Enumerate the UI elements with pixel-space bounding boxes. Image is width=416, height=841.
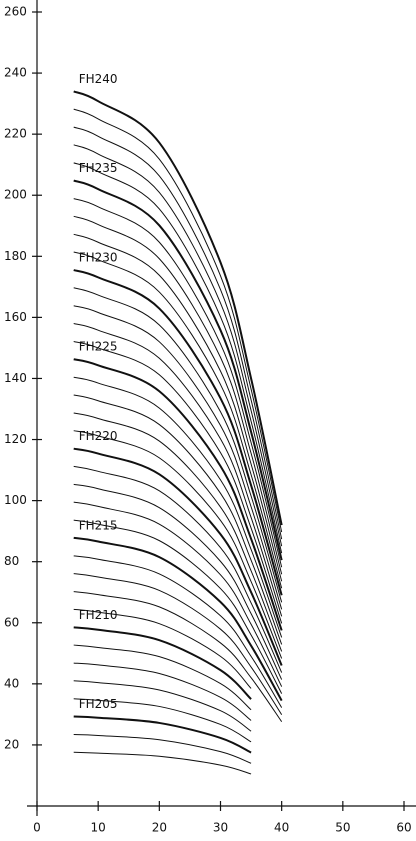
- pump-curve: [73, 698, 252, 743]
- pump-curve: [73, 108, 283, 533]
- pump-curve: [73, 680, 252, 732]
- series-label: FH230: [79, 251, 118, 265]
- x-tick-label: 0: [33, 821, 41, 835]
- x-tick-label: 30: [213, 821, 228, 835]
- series-label: FH235: [79, 161, 118, 175]
- pump-curve: [73, 447, 283, 666]
- y-tick-label: 140: [4, 371, 27, 385]
- pump-curve: [73, 644, 252, 711]
- series-label: FH215: [79, 518, 118, 532]
- label-background: [77, 608, 120, 623]
- series-label: FH225: [79, 340, 118, 354]
- x-tick-label: 50: [335, 821, 350, 835]
- pump-curve: [73, 519, 283, 694]
- y-tick-label: 160: [4, 310, 27, 324]
- pump-curve: [73, 662, 252, 721]
- pump-curve: [73, 144, 283, 547]
- y-tick-label: 260: [4, 5, 27, 19]
- label-background: [77, 72, 120, 87]
- pump-curve: [73, 536, 283, 702]
- y-tick-label: 240: [4, 66, 27, 80]
- pump-curve: [73, 358, 283, 631]
- y-tick-label: 120: [4, 432, 27, 446]
- label-background: [77, 340, 120, 355]
- pump-curve: [73, 376, 283, 638]
- pump-curve: [73, 412, 283, 652]
- pump-curve: [73, 573, 283, 715]
- pump-curve: [73, 233, 283, 582]
- x-tick-label: 40: [274, 821, 289, 835]
- pump-curve: [73, 626, 252, 700]
- pump-curve: [73, 323, 283, 617]
- y-tick-label: 100: [4, 493, 27, 507]
- pump-curve: [73, 394, 283, 645]
- pump-curve: [73, 483, 283, 680]
- pump-curve: [73, 430, 283, 659]
- pump-curve: [73, 341, 283, 624]
- pump-curve: [73, 591, 283, 722]
- y-tick-label: 200: [4, 188, 27, 202]
- series-label: FH240: [79, 72, 118, 86]
- pump-curve: [73, 305, 283, 610]
- pump-curve: [73, 287, 283, 603]
- series-label: FH210: [79, 608, 118, 622]
- pump-curve: [73, 90, 283, 526]
- x-tick-label: 60: [396, 821, 411, 835]
- y-tick-label: 40: [4, 676, 19, 690]
- label-background: [77, 251, 120, 266]
- pump-curve: [73, 251, 283, 589]
- pump-curve: [73, 179, 283, 561]
- y-tick-label: 20: [4, 737, 19, 751]
- pump-curve: [73, 501, 283, 687]
- pump-curve: [73, 126, 283, 540]
- pump-curve: [73, 198, 283, 568]
- pump-curve: [73, 751, 252, 775]
- pump-curve: [73, 215, 283, 575]
- y-tick-label: 220: [4, 127, 27, 141]
- series-label: FH205: [79, 697, 118, 711]
- y-tick-label: 80: [4, 554, 19, 568]
- x-tick-label: 10: [91, 821, 106, 835]
- pump-curve: [73, 269, 283, 596]
- pump-curve: [73, 608, 252, 689]
- pump-curve: [73, 465, 283, 673]
- pump-curve: [73, 715, 252, 754]
- label-background: [77, 161, 120, 176]
- y-tick-label: 60: [4, 615, 19, 629]
- y-tick-label: 180: [4, 249, 27, 263]
- x-tick-label: 20: [152, 821, 167, 835]
- pump-curve: [73, 555, 283, 708]
- pump-curve: [73, 734, 252, 764]
- pump-curve: [73, 162, 283, 554]
